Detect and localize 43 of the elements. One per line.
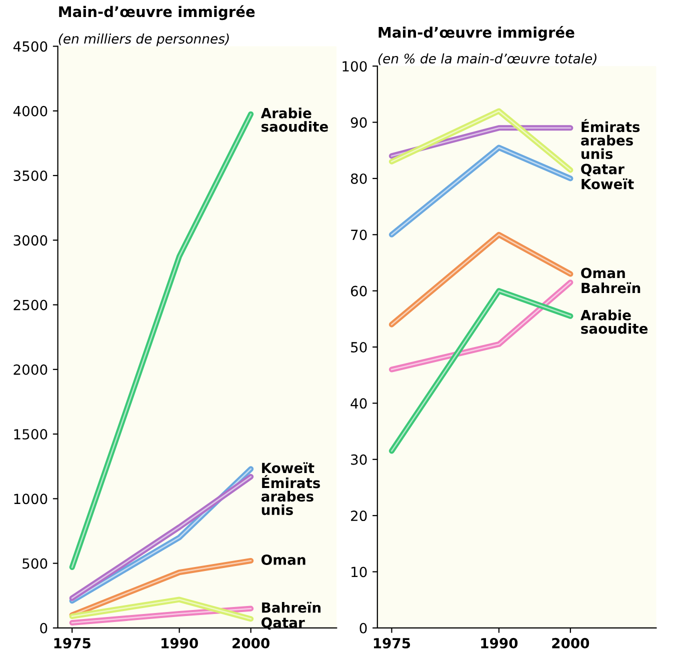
series-label: Qatar — [581, 164, 624, 176]
x-tick-label: 1990 — [162, 638, 198, 648]
x-tick-label: 1990 — [481, 638, 518, 648]
y-tick-label: 3500 — [14, 170, 48, 182]
series-label: Bahreïn — [582, 282, 640, 294]
x-tick-label: 1975 — [54, 638, 90, 648]
y-tick-label: 3000 — [14, 235, 48, 246]
y-tick-label: 20 — [351, 510, 367, 522]
chart-subtitle: (en % de la main-d’œuvre totale) — [378, 53, 596, 66]
y-tick-label: 50 — [351, 342, 367, 352]
y-tick-label: 0 — [40, 622, 48, 634]
y-tick-label: 0 — [360, 622, 367, 634]
x-tick-label: 1975 — [374, 638, 410, 648]
series-label: Koweït — [262, 462, 314, 474]
chart-title: Main-d’œuvre immigrée — [59, 5, 255, 20]
series-label: Arabie saoudite — [260, 108, 328, 132]
y-tick-label: 4500 — [13, 41, 48, 52]
chart-title: Main-d’œuvre immigrée — [378, 26, 574, 41]
series-label: Oman — [262, 554, 306, 565]
y-tick-label: 4000 — [13, 106, 48, 116]
y-tick-label: 1500 — [14, 429, 48, 440]
y-tick-label: 60 — [350, 286, 367, 296]
x-tick-label: 2000 — [552, 638, 590, 648]
y-tick-label: 500 — [22, 558, 48, 569]
series-label: Bahreïn — [262, 602, 320, 613]
y-tick-label: 2500 — [14, 300, 48, 310]
y-tick-label: 40 — [350, 398, 367, 409]
y-tick-label: 1000 — [14, 494, 48, 504]
y-tick-label: 70 — [351, 230, 367, 240]
y-tick-label: 10 — [352, 566, 367, 578]
series-label: Émirats arabes unis — [261, 475, 320, 516]
y-tick-label: 100 — [342, 61, 367, 72]
y-tick-label: 2000 — [14, 364, 48, 375]
series-label: Arabie saoudite — [580, 310, 648, 334]
x-tick-label: 2000 — [232, 638, 270, 648]
series-label: Émirats arabes unis — [581, 119, 640, 160]
series-label: Qatar — [262, 617, 305, 630]
series-label: Oman — [581, 268, 625, 278]
y-tick-label: 90 — [350, 117, 367, 128]
y-tick-label: 80 — [350, 173, 367, 184]
chart-subtitle: (en milliers de personnes) — [58, 34, 229, 46]
series-label: Koweït — [582, 178, 634, 190]
y-tick-label: 30 — [351, 454, 367, 465]
